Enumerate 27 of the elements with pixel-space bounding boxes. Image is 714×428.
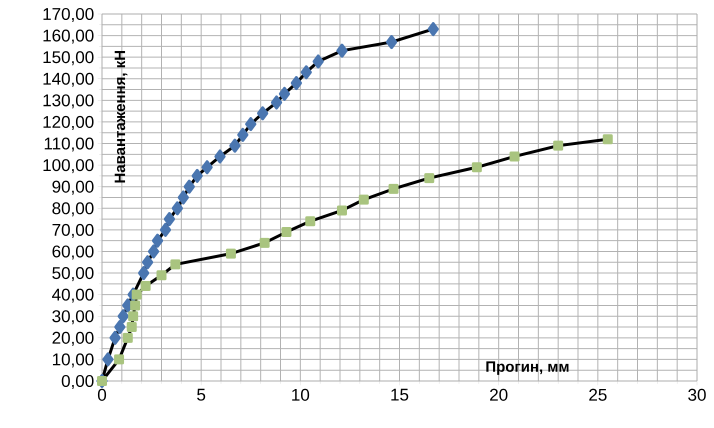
y-tick-label: 10,00 [52,353,94,368]
x-tick-label: 30 [688,388,706,401]
x-tick-label: 20 [490,388,508,401]
y-tick-label: 120,00 [44,116,94,130]
x-tick-label: 10 [292,388,310,401]
y-tick-label: 60,00 [52,245,94,260]
y-tick-label: 150,00 [44,51,94,66]
y-tick-label: 90,00 [52,180,94,195]
x-axis-title: Прогин, мм [486,361,568,375]
x-tick-label: 0 [98,388,106,401]
x-tick-label: 5 [197,388,206,401]
y-tick-label: 170,00 [44,8,94,22]
x-tick-label: 25 [589,388,607,401]
y-axis-title: Навантаження, кН [114,50,128,183]
y-tick-label: 70,00 [52,224,94,238]
y-tick-label: 0,00 [62,374,94,390]
y-tick-label: 100,00 [44,159,94,174]
y-tick-label: 40,00 [52,288,94,303]
y-tick-label: 110,00 [44,138,94,152]
y-tick-label: 130,00 [44,94,94,108]
y-tick-label: 50,00 [52,267,94,282]
y-tick-label: 140,00 [44,72,94,87]
y-tick-label: 20,00 [52,332,94,346]
x-tick-label: 15 [391,388,408,401]
y-tick-label: 30,00 [52,310,94,324]
y-tick-label: 80,00 [52,202,94,216]
y-tick-label: 160,00 [44,30,94,44]
